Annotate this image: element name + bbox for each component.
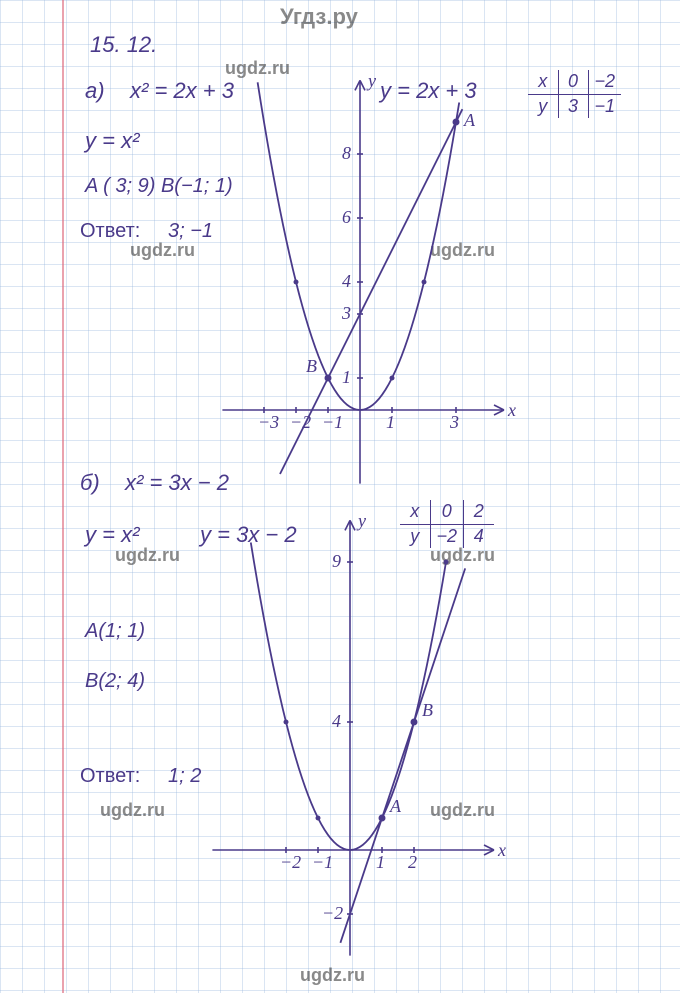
svg-text:1: 1 xyxy=(342,367,351,387)
svg-text:−3: −3 xyxy=(258,412,279,432)
part-b-chart: x y −2 −1 1 2 −2 4 9 A B xyxy=(190,510,610,950)
table-cell: −2 xyxy=(588,70,621,94)
svg-text:B: B xyxy=(422,700,433,720)
svg-text:x: x xyxy=(497,840,506,860)
part-b-point-a: A(1; 1) xyxy=(85,620,145,643)
part-a-answer-label: Ответ: xyxy=(80,220,140,243)
part-a-chart: xy−3−2−11313468AB xyxy=(210,100,590,450)
svg-text:2: 2 xyxy=(408,852,417,872)
svg-text:−1: −1 xyxy=(322,412,343,432)
svg-text:8: 8 xyxy=(342,143,351,163)
svg-text:A: A xyxy=(389,796,402,816)
svg-text:−1: −1 xyxy=(312,852,333,872)
part-a-answer-value: 3; −1 xyxy=(168,220,213,243)
svg-text:9: 9 xyxy=(332,551,341,571)
svg-text:1: 1 xyxy=(386,412,395,432)
svg-text:A: A xyxy=(463,110,476,130)
part-b-equation: x² = 3x − 2 xyxy=(125,470,229,496)
svg-text:3: 3 xyxy=(341,303,351,323)
watermark-label: ugdz.ru xyxy=(225,58,290,79)
svg-text:−2: −2 xyxy=(290,412,311,432)
svg-text:4: 4 xyxy=(342,271,351,291)
problem-number: 15. 12. xyxy=(90,32,157,58)
svg-text:1: 1 xyxy=(376,852,385,872)
watermark-label: ugdz.ru xyxy=(100,800,165,821)
part-b-answer-label: Ответ: xyxy=(80,765,140,788)
svg-text:−2: −2 xyxy=(280,852,301,872)
table-cell: −1 xyxy=(588,94,621,118)
svg-text:3: 3 xyxy=(449,412,459,432)
part-b-point-b: B(2; 4) xyxy=(85,670,145,693)
page-content: Угдз.ру ugdz.ru ugdz.ru ugdz.ru ugdz.ru … xyxy=(0,0,680,993)
watermark-label: ugdz.ru xyxy=(300,965,365,986)
table-cell: 0 xyxy=(558,70,588,94)
part-a-label: а) xyxy=(85,78,105,104)
svg-text:y: y xyxy=(366,70,376,90)
svg-text:4: 4 xyxy=(332,711,341,731)
table-header-x: x xyxy=(528,70,558,94)
svg-text:6: 6 xyxy=(342,207,351,227)
watermark-label: ugdz.ru xyxy=(130,240,195,261)
watermark-label: ugdz.ru xyxy=(115,545,180,566)
svg-text:−2: −2 xyxy=(322,903,343,923)
svg-text:y: y xyxy=(356,510,366,530)
svg-text:x: x xyxy=(507,400,516,420)
watermark-title: Угдз.ру xyxy=(280,4,358,30)
part-a-parabola-label: y = x² xyxy=(85,128,139,154)
svg-text:B: B xyxy=(306,356,317,376)
part-b-label: б) xyxy=(80,470,100,496)
part-b-parabola-label: y = x² xyxy=(85,522,139,548)
